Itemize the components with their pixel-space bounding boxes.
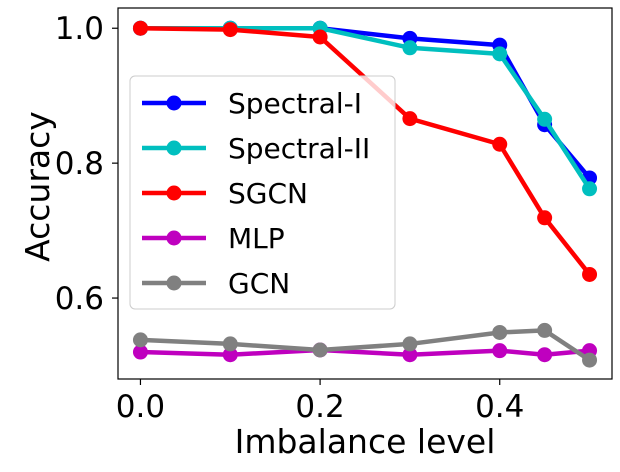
y-tick-label: 0.6 bbox=[55, 281, 104, 317]
data-point bbox=[312, 342, 328, 358]
y-tick-label: 1.0 bbox=[55, 11, 104, 47]
series-line bbox=[138, 347, 592, 357]
data-point bbox=[132, 344, 148, 360]
legend-marker bbox=[166, 140, 182, 156]
data-point bbox=[222, 336, 238, 352]
data-point bbox=[537, 322, 553, 338]
y-axis-ticks: 0.6 0.8 1.0 bbox=[55, 11, 118, 317]
data-point bbox=[312, 29, 328, 45]
legend-item: GCN bbox=[142, 267, 290, 300]
legend-marker bbox=[166, 275, 182, 291]
data-point bbox=[537, 347, 553, 363]
legend-label: MLP bbox=[228, 222, 285, 255]
legend: Spectral-I Spectral-II SGCN MLP GCN bbox=[129, 75, 396, 310]
data-point bbox=[222, 347, 238, 363]
data-point bbox=[402, 111, 418, 127]
data-point bbox=[222, 22, 238, 38]
legend-item: SGCN bbox=[142, 177, 308, 210]
data-point bbox=[402, 336, 418, 352]
y-tick-label: 0.8 bbox=[55, 146, 104, 182]
data-point bbox=[582, 266, 598, 282]
data-point bbox=[537, 111, 553, 127]
legend-item: Spectral-I bbox=[142, 87, 362, 120]
data-point bbox=[132, 20, 148, 36]
data-point bbox=[492, 343, 508, 359]
legend-marker bbox=[166, 185, 182, 201]
data-point bbox=[492, 136, 508, 152]
legend-item: Spectral-II bbox=[142, 132, 370, 165]
x-tick-label: 0.0 bbox=[116, 389, 165, 425]
series-gcn bbox=[132, 322, 598, 368]
x-tick-label: 0.2 bbox=[295, 389, 344, 425]
plot-frame bbox=[117, 7, 613, 380]
series-sgcn bbox=[132, 20, 598, 282]
legend-label: Spectral-I bbox=[228, 87, 362, 120]
x-axis-ticks: 0.0 0.2 0.4 bbox=[116, 379, 524, 425]
data-point bbox=[402, 347, 418, 363]
data-point bbox=[402, 40, 418, 56]
legend-item: MLP bbox=[142, 222, 285, 255]
data-point bbox=[582, 181, 598, 197]
x-tick-label: 0.4 bbox=[475, 389, 524, 425]
plot-marks bbox=[132, 20, 598, 368]
legend-label: SGCN bbox=[228, 177, 308, 210]
legend-label: Spectral-II bbox=[228, 132, 370, 165]
legend-box bbox=[129, 75, 396, 310]
data-point bbox=[537, 210, 553, 226]
data-point bbox=[492, 46, 508, 62]
y-axis-title: Accuracy bbox=[18, 111, 57, 262]
data-point bbox=[492, 324, 508, 340]
legend-label: GCN bbox=[228, 267, 290, 300]
x-axis-title: Imbalance level bbox=[235, 422, 496, 461]
legend-marker bbox=[166, 95, 182, 111]
data-point bbox=[132, 332, 148, 348]
legend-marker bbox=[166, 230, 182, 246]
data-point bbox=[582, 352, 598, 368]
